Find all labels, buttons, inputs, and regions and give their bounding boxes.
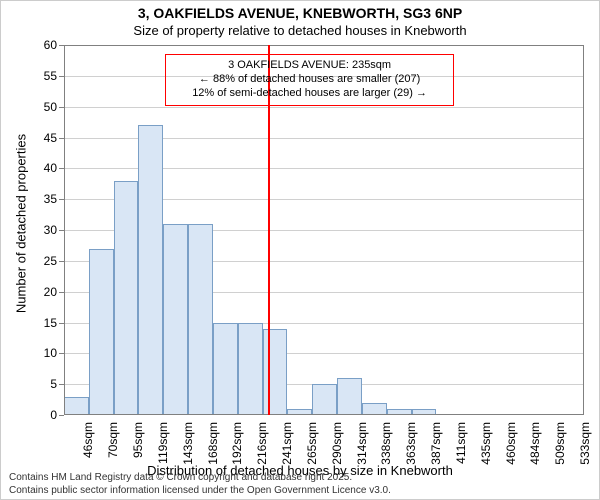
figure-container: 3, OAKFIELDS AVENUE, KNEBWORTH, SG3 6NP … (0, 0, 600, 500)
y-tick (59, 168, 64, 169)
annotation-box: 3 OAKFIELDS AVENUE: 235sqm ← 88% of deta… (165, 54, 453, 105)
y-tick (59, 199, 64, 200)
y-tick (59, 107, 64, 108)
y-tick (59, 292, 64, 293)
y-tick-label: 55 (27, 69, 57, 83)
y-tick-label: 50 (27, 100, 57, 114)
y-tick-label: 10 (27, 346, 57, 360)
sub-title: Size of property relative to detached ho… (1, 23, 599, 39)
main-title: 3, OAKFIELDS AVENUE, KNEBWORTH, SG3 6NP (1, 5, 599, 23)
y-tick-label: 25 (27, 254, 57, 268)
y-tick (59, 353, 64, 354)
y-tick (59, 45, 64, 46)
plot-area: 3 OAKFIELDS AVENUE: 235sqm ← 88% of deta… (64, 45, 584, 415)
y-tick-label: 60 (27, 38, 57, 52)
y-tick (59, 138, 64, 139)
y-tick (59, 76, 64, 77)
y-tick (59, 415, 64, 416)
y-tick (59, 323, 64, 324)
y-tick (59, 230, 64, 231)
annotation-line: ← 88% of detached houses are smaller (20… (174, 73, 444, 87)
y-tick (59, 261, 64, 262)
y-tick-label: 5 (27, 377, 57, 391)
footer-line: Contains HM Land Registry data © Crown c… (9, 472, 391, 485)
y-tick-label: 15 (27, 316, 57, 330)
annotation-line: 12% of semi-detached houses are larger (… (174, 87, 444, 101)
y-tick (59, 384, 64, 385)
y-tick-label: 40 (27, 161, 57, 175)
footer: Contains HM Land Registry data © Crown c… (9, 472, 391, 497)
y-tick-label: 35 (27, 192, 57, 206)
title-block: 3, OAKFIELDS AVENUE, KNEBWORTH, SG3 6NP … (1, 1, 599, 39)
footer-line: Contains public sector information licen… (9, 485, 391, 498)
y-tick-label: 20 (27, 285, 57, 299)
y-tick-label: 0 (27, 408, 57, 422)
annotation-line: 3 OAKFIELDS AVENUE: 235sqm (174, 59, 444, 73)
y-tick-label: 30 (27, 223, 57, 237)
y-tick-label: 45 (27, 131, 57, 145)
